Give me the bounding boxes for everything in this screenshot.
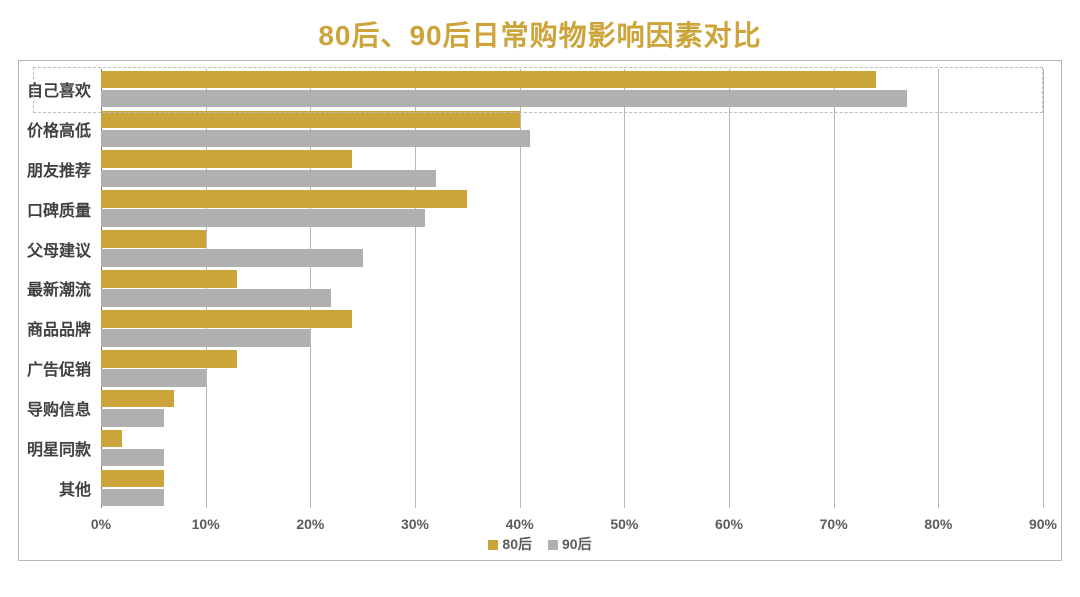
category-row: 父母建议 — [101, 229, 1043, 269]
bar-series-b — [101, 130, 530, 148]
bar-series-a — [101, 470, 164, 488]
legend-item: 90后 — [548, 534, 592, 554]
category-row: 广告促销 — [101, 348, 1043, 388]
x-tick-label: 90% — [1029, 516, 1057, 532]
legend-swatch — [548, 540, 558, 550]
category-row: 最新潮流 — [101, 269, 1043, 309]
bar-series-b — [101, 489, 164, 507]
y-axis-label: 导购信息 — [27, 396, 91, 420]
x-tick-label: 70% — [820, 516, 848, 532]
category-row: 其他 — [101, 468, 1043, 508]
legend: 80后 90后 — [19, 534, 1061, 554]
category-row: 自己喜欢 — [101, 69, 1043, 109]
bar-series-b — [101, 329, 310, 347]
category-row: 明星同款 — [101, 428, 1043, 468]
bar-series-a — [101, 270, 237, 288]
y-axis-label: 最新潮流 — [27, 276, 91, 300]
bar-series-b — [101, 449, 164, 467]
bar-series-a — [101, 230, 206, 248]
chart-frame: 0%10%20%30%40%50%60%70%80%90%自己喜欢价格高低朋友推… — [18, 60, 1062, 561]
bar-series-b — [101, 369, 206, 387]
chart-title: 80后、90后日常购物影响因素对比 — [0, 0, 1080, 60]
y-axis-label: 广告促销 — [27, 356, 91, 380]
gridline — [1043, 69, 1044, 508]
y-axis-label: 口碑质量 — [27, 197, 91, 221]
x-tick-label: 40% — [506, 516, 534, 532]
legend-label: 80后 — [502, 536, 532, 552]
category-row: 商品品牌 — [101, 308, 1043, 348]
bar-series-b — [101, 170, 436, 188]
bar-series-b — [101, 249, 363, 267]
category-row: 口碑质量 — [101, 189, 1043, 229]
bar-series-a — [101, 111, 520, 129]
category-row: 导购信息 — [101, 388, 1043, 428]
x-tick-label: 50% — [610, 516, 638, 532]
bar-series-a — [101, 390, 174, 408]
category-row: 价格高低 — [101, 109, 1043, 149]
bar-series-a — [101, 310, 352, 328]
y-axis-label: 父母建议 — [27, 237, 91, 261]
y-axis-label: 其他 — [59, 476, 91, 500]
bar-series-b — [101, 289, 331, 307]
legend-label: 90后 — [562, 536, 592, 552]
y-axis-label: 商品品牌 — [27, 316, 91, 340]
bar-series-a — [101, 71, 876, 89]
y-axis-label: 明星同款 — [27, 436, 91, 460]
x-tick-label: 10% — [192, 516, 220, 532]
y-axis-label: 自己喜欢 — [27, 77, 91, 101]
bar-series-a — [101, 190, 467, 208]
y-axis-label: 价格高低 — [27, 117, 91, 141]
x-tick-label: 0% — [91, 516, 111, 532]
plot-area: 0%10%20%30%40%50%60%70%80%90%自己喜欢价格高低朋友推… — [101, 69, 1043, 508]
x-tick-label: 30% — [401, 516, 429, 532]
y-axis-label: 朋友推荐 — [27, 157, 91, 181]
bar-series-b — [101, 209, 425, 227]
bar-series-a — [101, 350, 237, 368]
bar-series-b — [101, 90, 907, 108]
legend-swatch — [488, 540, 498, 550]
x-tick-label: 20% — [296, 516, 324, 532]
page: 80后、90后日常购物影响因素对比 0%10%20%30%40%50%60%70… — [0, 0, 1080, 597]
bar-series-b — [101, 409, 164, 427]
bar-series-a — [101, 150, 352, 168]
legend-item: 80后 — [488, 534, 532, 554]
x-tick-label: 60% — [715, 516, 743, 532]
x-tick-label: 80% — [924, 516, 952, 532]
category-row: 朋友推荐 — [101, 149, 1043, 189]
bar-series-a — [101, 430, 122, 448]
